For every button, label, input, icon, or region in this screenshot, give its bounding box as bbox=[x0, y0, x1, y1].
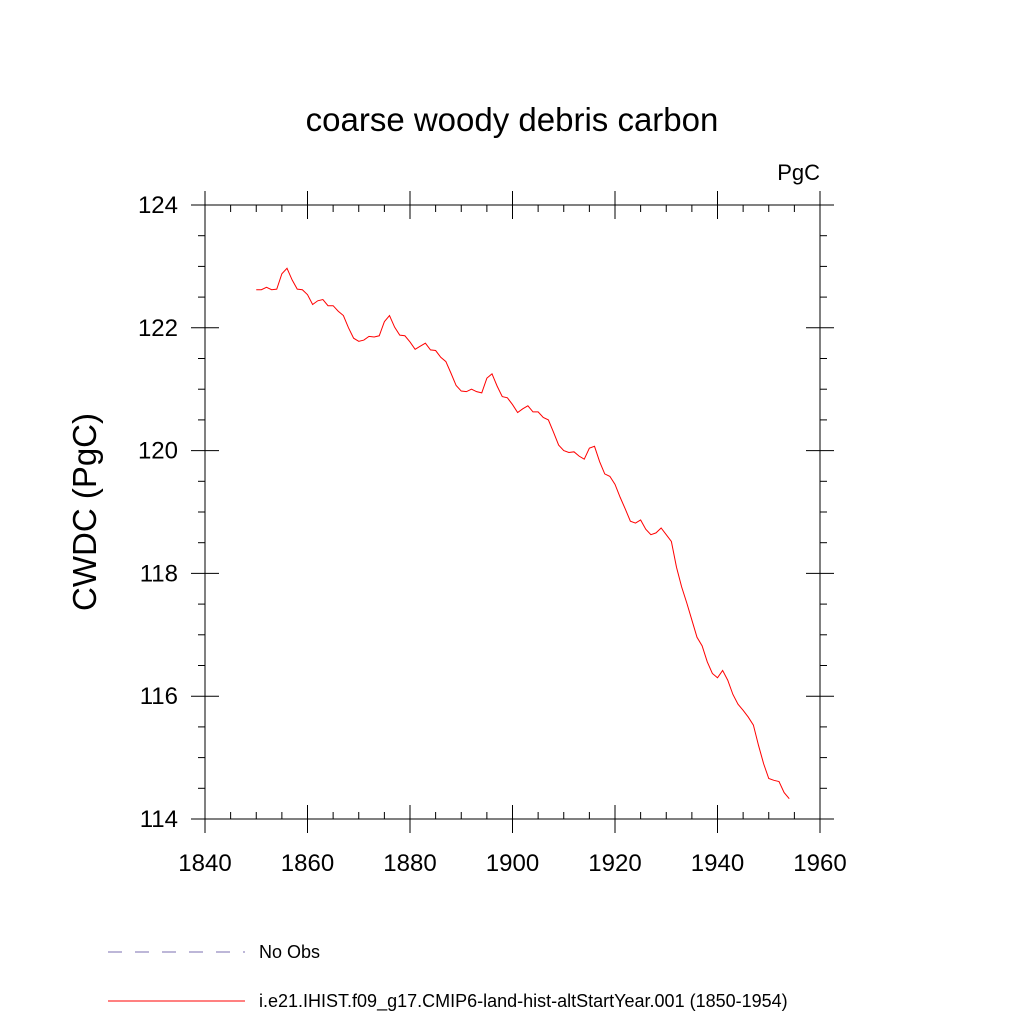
series-line-1 bbox=[256, 267, 790, 800]
chart-title: coarse woody debris carbon bbox=[306, 101, 719, 138]
units-label: PgC bbox=[777, 160, 820, 185]
x-tick-label: 1900 bbox=[486, 850, 539, 877]
x-tick-label: 1920 bbox=[588, 850, 641, 877]
legend: No Obs i.e21.IHIST.f09_g17.CMIP6-land-hi… bbox=[108, 942, 788, 1012]
plot-area-border bbox=[204, 204, 821, 820]
x-tick-label: 1840 bbox=[178, 850, 231, 877]
y-tick-label: 124 bbox=[138, 192, 178, 219]
x-tick-label: 1960 bbox=[793, 850, 846, 877]
axis-ticks bbox=[191, 191, 834, 833]
legend-label-no-obs: No Obs bbox=[259, 942, 320, 962]
x-tick-label: 1880 bbox=[383, 850, 436, 877]
y-tick-label: 116 bbox=[140, 683, 178, 710]
axis-tick-labels: 1840 1860 1880 1900 1920 1940 1960 114 116 118 120… bbox=[138, 192, 847, 877]
x-tick-label: 1860 bbox=[281, 850, 334, 877]
y-tick-label: 120 bbox=[138, 438, 178, 465]
y-axis-label: CWDC (PgC) bbox=[66, 413, 103, 611]
y-tick-label: 118 bbox=[140, 560, 178, 587]
series-lines bbox=[256, 267, 790, 800]
y-tick-label: 114 bbox=[140, 806, 178, 833]
y-tick-label: 122 bbox=[138, 315, 178, 342]
x-tick-label: 1940 bbox=[691, 850, 744, 877]
legend-label-model-run: i.e21.IHIST.f09_g17.CMIP6-land-hist-altS… bbox=[259, 991, 788, 1012]
